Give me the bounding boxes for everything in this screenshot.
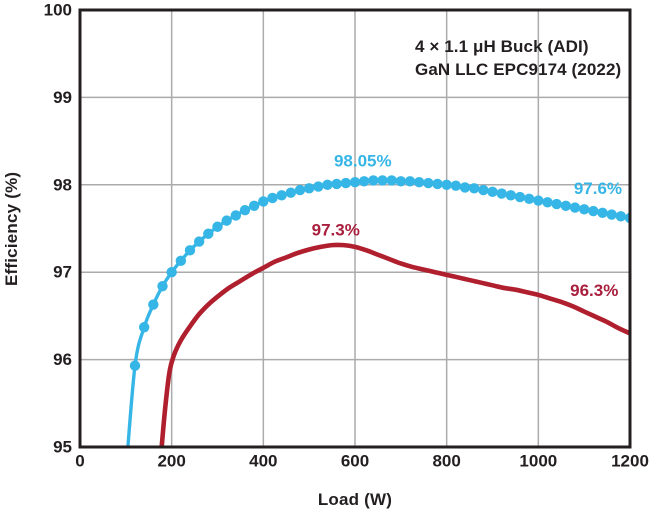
buck-data-point: [121, 468, 131, 478]
buck-data-point: [184, 245, 196, 256]
buck-data-point: [285, 187, 297, 198]
buck-data-point: [349, 176, 361, 188]
annotation-label: 97.3%: [312, 221, 360, 240]
annotation-label: 96.3%: [570, 281, 618, 300]
x-axis-title: Load (W): [317, 490, 393, 509]
buck-data-point: [175, 255, 187, 267]
gan-line-swatch: [371, 68, 407, 73]
buck-data-point: [560, 200, 572, 211]
buck-data-point: [212, 221, 223, 232]
x-tick-label: 600: [341, 452, 369, 471]
buck-data-point: [340, 177, 352, 189]
buck-data-point: [377, 175, 388, 186]
buck-data-point: [148, 299, 159, 310]
buck-data-point: [423, 177, 434, 189]
buck-data-point: [496, 188, 507, 199]
buck-data-point: [450, 180, 462, 191]
buck-series-line: [126, 178, 630, 447]
buck-data-point: [404, 176, 416, 187]
buck-data-point: [569, 202, 581, 213]
buck-data-point: [578, 204, 590, 215]
buck-data-point: [432, 178, 443, 190]
legend-item-buck: 4 × 1.1 μH Buck (ADI): [371, 36, 621, 57]
gan-series-marker-icon: [371, 63, 407, 77]
x-tick-label: 200: [157, 452, 185, 471]
legend-label-buck: 4 × 1.1 μH Buck (ADI): [415, 36, 589, 56]
buck-data-point: [459, 182, 471, 193]
buck-data-point: [597, 207, 608, 218]
x-tick-label: 400: [249, 452, 277, 471]
legend-label-gan-llc: GaN LLC EPC9174 (2022): [415, 59, 622, 79]
y-tick-label: 100: [44, 1, 72, 20]
buck-data-point: [588, 205, 599, 217]
y-tick-label: 99: [53, 88, 72, 107]
buck-series: [121, 175, 630, 478]
buck-data-point: [358, 176, 370, 187]
buck-data-point: [258, 196, 269, 207]
buck-data-point: [615, 211, 627, 222]
buck-data-point: [157, 280, 168, 292]
y-tick-label: 96: [53, 350, 72, 369]
y-tick-label: 98: [53, 175, 72, 194]
buck-data-point: [551, 198, 562, 210]
annotation-label: 97.6%: [574, 179, 622, 198]
gan-series: [159, 242, 630, 447]
buck-data-point: [331, 178, 342, 190]
buck-data-point: [267, 192, 278, 204]
buck-data-point: [313, 181, 324, 192]
buck-data-point: [203, 228, 214, 239]
y-tick-label: 95: [53, 438, 72, 457]
buck-data-point: [606, 209, 617, 220]
buck-data-point: [542, 197, 553, 208]
buck-data-point: [523, 193, 535, 204]
buck-data-point: [413, 176, 425, 188]
legend-item-gan-llc: GaN LLC EPC9174 (2022): [371, 59, 621, 80]
buck-data-point: [395, 176, 407, 187]
buck-data-point: [230, 210, 242, 221]
buck-series-marker-icon: [371, 40, 407, 54]
buck-data-point: [468, 183, 480, 194]
buck-data-point: [322, 179, 333, 190]
buck-dot-swatch: [383, 40, 396, 53]
buck-data-point: [368, 175, 379, 186]
buck-data-point: [138, 322, 150, 333]
buck-data-point: [487, 186, 498, 197]
plot-border: [78, 8, 632, 449]
buck-data-point: [129, 360, 141, 371]
buck-data-point: [303, 183, 315, 194]
buck-data-point: [193, 236, 205, 247]
buck-data-point: [533, 195, 544, 206]
buck-data-point: [276, 190, 287, 201]
buck-data-point: [248, 200, 260, 211]
buck-data-point: [478, 184, 489, 196]
x-tick-label: 1200: [611, 452, 649, 471]
buck-data-point: [166, 267, 177, 278]
x-tick-label: 800: [432, 452, 460, 471]
buck-series-markers: [121, 175, 630, 478]
gan-series-line: [159, 242, 630, 447]
buck-data-point: [221, 215, 232, 226]
buck-data-point: [514, 191, 526, 203]
legend: 4 × 1.1 μH Buck (ADI) GaN LLC EPC9174 (2…: [371, 36, 621, 80]
buck-data-point: [441, 179, 452, 190]
buck-data-point: [239, 204, 251, 216]
x-tick-label: 0: [75, 452, 84, 471]
y-tick-label: 97: [53, 263, 72, 282]
annotation-label: 98.05%: [334, 152, 392, 171]
buck-data-point: [294, 184, 306, 196]
x-tick-label: 1000: [519, 452, 557, 471]
y-axis-title: Efficiency (%): [2, 171, 21, 286]
buck-data-point: [386, 175, 397, 186]
buck-data-point: [505, 190, 517, 201]
